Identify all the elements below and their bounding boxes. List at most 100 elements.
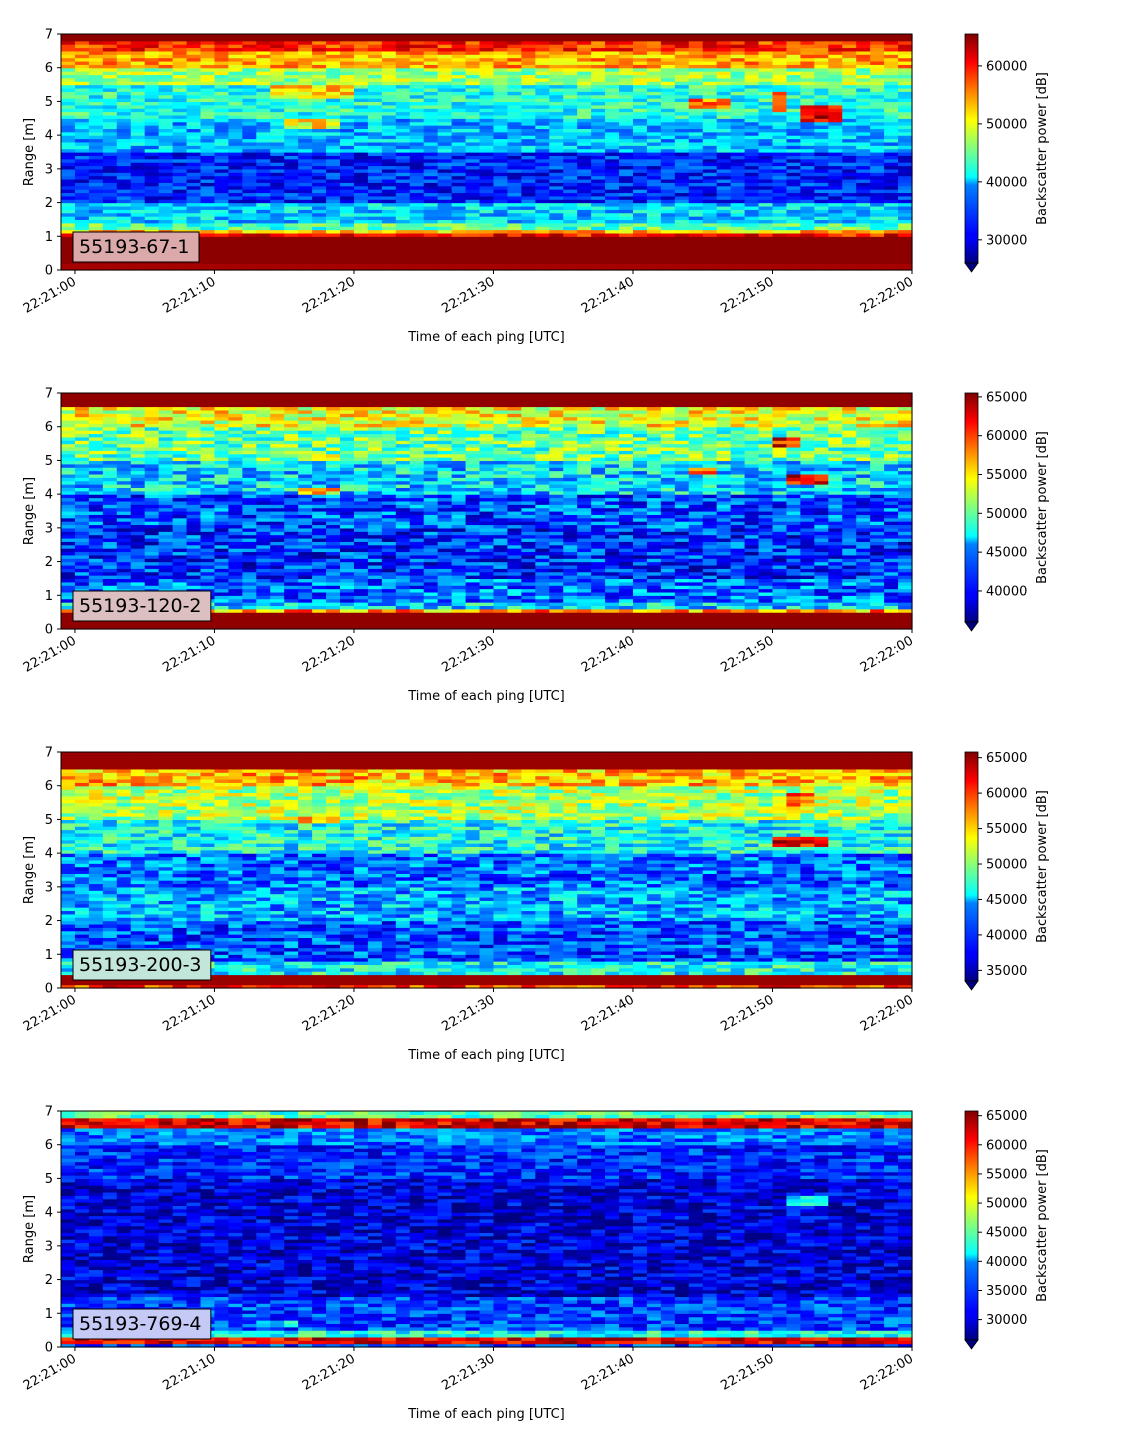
heatmap-cell xyxy=(381,209,397,214)
heatmap-cell xyxy=(800,121,815,126)
heatmap-cell xyxy=(451,145,467,150)
heatmap-cell xyxy=(172,202,188,207)
heatmap-cell xyxy=(186,121,202,126)
heatmap-cell xyxy=(577,74,592,79)
heatmap-cell xyxy=(800,141,815,146)
heatmap-cell xyxy=(326,114,341,119)
heatmap-cell xyxy=(353,152,369,156)
heatmap-cell xyxy=(381,57,397,62)
heatmap-cell xyxy=(786,135,801,140)
heatmap-cell xyxy=(646,239,662,244)
heatmap-cell xyxy=(898,47,913,52)
heatmap-cell xyxy=(451,165,467,170)
heatmap-cell xyxy=(814,131,829,136)
heatmap-cell xyxy=(549,249,564,254)
heatmap-cell xyxy=(242,165,257,170)
heatmap-cell xyxy=(577,131,592,136)
heatmap-cell xyxy=(842,259,857,264)
heatmap-cell xyxy=(800,162,815,167)
heatmap-cell xyxy=(619,219,634,224)
heatmap-cell xyxy=(451,222,467,227)
heatmap-cell xyxy=(172,71,188,76)
heatmap-cell xyxy=(688,232,704,237)
heatmap-cell xyxy=(186,111,202,116)
heatmap-cell xyxy=(284,216,299,221)
heatmap-cell xyxy=(828,219,843,224)
heatmap-cell xyxy=(702,84,718,89)
heatmap-cell xyxy=(563,209,578,214)
heatmap-cell xyxy=(312,256,327,261)
heatmap-cell xyxy=(312,226,327,231)
heatmap-cell xyxy=(521,162,536,167)
heatmap-cell xyxy=(521,209,536,214)
heatmap-cell xyxy=(521,44,536,49)
heatmap-cell xyxy=(353,128,369,133)
heatmap-cell xyxy=(744,131,760,136)
heatmap-cell xyxy=(674,246,690,251)
heatmap-cell xyxy=(660,104,676,109)
heatmap-cell xyxy=(507,249,522,254)
heatmap-cell xyxy=(605,158,620,163)
heatmap-cell xyxy=(674,158,690,163)
heatmap-cell xyxy=(465,256,481,261)
heatmap-cell xyxy=(549,189,564,194)
heatmap-cell xyxy=(660,158,676,163)
heatmap-cell xyxy=(521,185,536,190)
heatmap-cell xyxy=(116,54,132,59)
heatmap-cell xyxy=(326,209,341,214)
heatmap-cell xyxy=(74,406,90,411)
heatmap-cell xyxy=(465,259,481,264)
heatmap-cell xyxy=(270,60,285,65)
heatmap-cell xyxy=(772,87,788,92)
heatmap-cell xyxy=(367,172,383,177)
heatmap-cell xyxy=(158,54,174,59)
heatmap-cell xyxy=(74,40,90,45)
heatmap-cell xyxy=(632,182,648,187)
heatmap-cell xyxy=(367,266,383,271)
heatmap-cell xyxy=(395,232,411,237)
heatmap-cell xyxy=(465,229,481,234)
heatmap-cell xyxy=(660,57,676,62)
heatmap-cell xyxy=(493,168,509,173)
heatmap-cell xyxy=(437,135,453,140)
heatmap-cell xyxy=(312,125,327,129)
heatmap-cell xyxy=(688,135,704,140)
heatmap-cell xyxy=(716,259,732,264)
heatmap-cell xyxy=(353,34,369,38)
heatmap-cell xyxy=(172,77,188,82)
heatmap-cell xyxy=(186,57,202,62)
heatmap-cell xyxy=(130,182,146,187)
heatmap-cell xyxy=(800,155,815,160)
heatmap-cell xyxy=(312,64,327,69)
heatmap-cell xyxy=(800,84,815,89)
heatmap-cell xyxy=(172,182,188,187)
heatmap-cell xyxy=(61,249,76,254)
heatmap-cell xyxy=(88,145,104,150)
heatmap-cell xyxy=(312,178,327,183)
heatmap-cell xyxy=(381,108,397,113)
heatmap-cell xyxy=(437,71,453,76)
heatmap-cell xyxy=(74,114,90,119)
heatmap-cell xyxy=(674,135,690,140)
heatmap-cell xyxy=(493,81,509,86)
heatmap-cell xyxy=(298,158,313,163)
heatmap-cell xyxy=(437,232,453,237)
heatmap-cell xyxy=(88,453,104,458)
heatmap-cell xyxy=(702,74,718,79)
heatmap-cell xyxy=(591,263,606,268)
heatmap-cell xyxy=(870,212,885,217)
heatmap-cell xyxy=(200,47,216,52)
heatmap-cell xyxy=(270,108,285,113)
heatmap-cell xyxy=(116,74,132,79)
heatmap-cell xyxy=(744,178,760,183)
heatmap-cell xyxy=(856,205,871,210)
heatmap-cell xyxy=(702,266,718,271)
heatmap-cell xyxy=(660,209,676,214)
heatmap-cell xyxy=(786,81,801,86)
heatmap-cell xyxy=(270,84,285,89)
heatmap-cell xyxy=(549,50,564,55)
heatmap-cell xyxy=(116,182,132,187)
heatmap-cell xyxy=(367,175,383,180)
heatmap-cell xyxy=(437,125,453,129)
heatmap-cell xyxy=(800,243,815,247)
